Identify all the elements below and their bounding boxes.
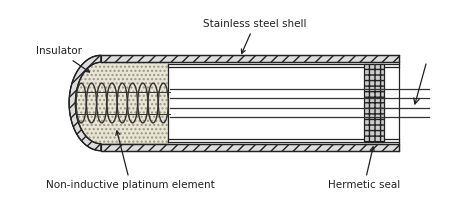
Polygon shape bbox=[53, 55, 399, 151]
Text: Non-inductive platinum element: Non-inductive platinum element bbox=[46, 131, 215, 191]
Text: Stainless steel shell: Stainless steel shell bbox=[203, 19, 307, 54]
Text: Hermetic seal: Hermetic seal bbox=[328, 147, 400, 191]
Bar bbox=[101, 144, 399, 151]
Polygon shape bbox=[75, 62, 168, 144]
Text: Leads: Leads bbox=[0, 210, 1, 211]
Bar bbox=[364, 64, 384, 142]
Bar bbox=[101, 55, 399, 62]
Bar bbox=[101, 55, 399, 62]
Polygon shape bbox=[69, 55, 101, 151]
Bar bbox=[364, 64, 384, 142]
Bar bbox=[101, 144, 399, 151]
Text: Insulator: Insulator bbox=[36, 46, 90, 72]
